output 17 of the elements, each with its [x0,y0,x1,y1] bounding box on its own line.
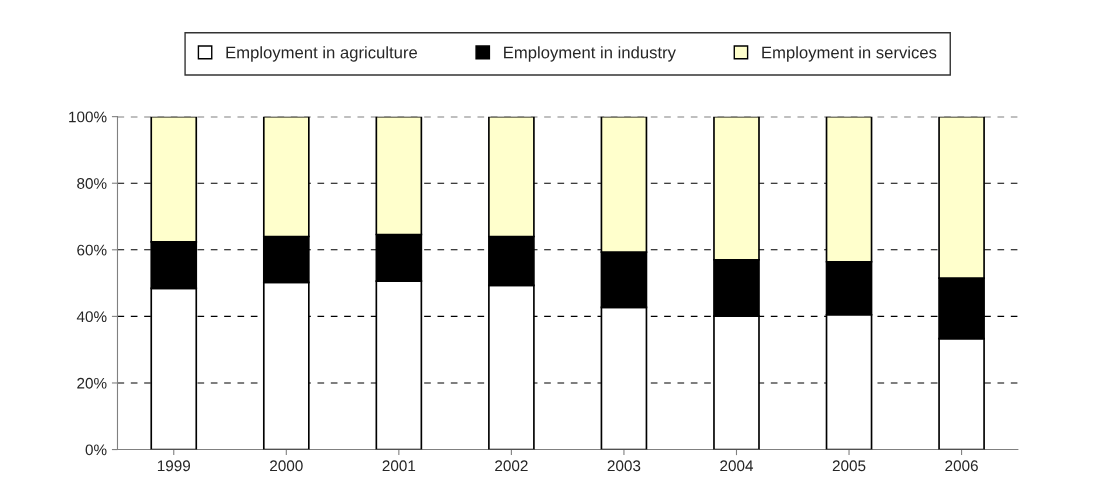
x-tick-label: 2004 [720,460,754,472]
x-tick-label: 2006 [945,460,978,472]
x-tick-label: 2005 [832,460,866,472]
x-tick-label: 2003 [607,460,641,472]
y-tick-label: 80% [77,178,107,189]
x-tick-label: 1999 [157,460,191,472]
y-tick-label: 100% [69,111,107,123]
legend-label: Employment in agriculture [226,46,418,62]
legend-label: Employment in services [762,46,937,62]
legend-label: Employment in industry [504,46,676,62]
y-tick-label: 60% [77,244,107,256]
x-tick-label: 2001 [382,460,416,472]
x-tick-label: 2002 [495,460,528,472]
y-tick-label: 40% [76,311,107,323]
x-tick-label: 2000 [270,460,303,472]
y-tick-label: 0% [85,444,107,456]
y-tick-label: 20% [77,377,107,389]
